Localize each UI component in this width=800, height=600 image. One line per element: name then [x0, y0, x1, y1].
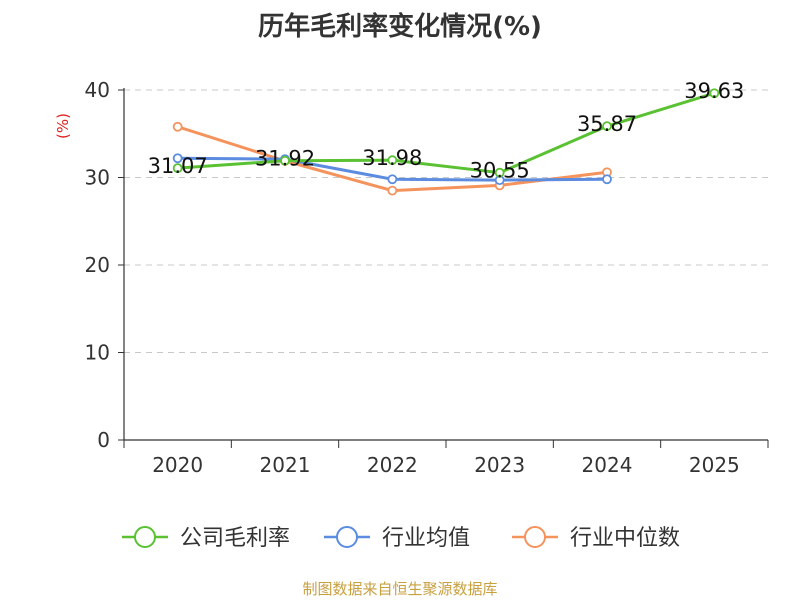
- data-label: 35.87: [577, 112, 637, 136]
- data-point: [387, 185, 398, 196]
- legend-marker: [134, 526, 156, 548]
- legend-marker: [336, 526, 358, 548]
- data-point: [602, 121, 612, 132]
- data-point: [172, 163, 183, 174]
- series-line: [177, 91, 715, 175]
- x-tick-label: 2022: [367, 453, 418, 477]
- y-axis-label: (%): [54, 113, 72, 139]
- legend-label: 公司毛利率: [180, 526, 290, 551]
- y-tick-label: 30: [85, 166, 110, 190]
- y-tick-label: 0: [97, 428, 110, 452]
- legend-label: 行业均值: [382, 526, 470, 551]
- data-point: [172, 153, 183, 164]
- data-label: 31.07: [148, 154, 208, 178]
- x-tick-label: 2024: [582, 453, 633, 477]
- y-tick-label: 40: [85, 78, 110, 102]
- x-tick-label: 2023: [474, 453, 525, 477]
- y-tick-label: 10: [85, 341, 110, 365]
- legend-label: 行业中位数: [570, 526, 680, 551]
- x-tick-label: 2021: [260, 453, 311, 477]
- data-label: 30.55: [470, 159, 530, 183]
- data-point: [602, 174, 612, 185]
- legend-marker: [524, 526, 546, 548]
- x-tick-label: 2020: [152, 453, 203, 477]
- data-point: [387, 155, 398, 166]
- data-label: 31.92: [255, 147, 315, 171]
- data-source-note: 制图数据来自恒生聚源数据库: [302, 580, 498, 598]
- data-point: [280, 155, 290, 166]
- data-label: 31.98: [362, 146, 422, 170]
- data-label: 39.63: [684, 79, 744, 103]
- x-tick-label: 2025: [689, 453, 740, 477]
- data-point: [387, 174, 398, 185]
- y-tick-label: 20: [85, 253, 110, 277]
- data-point: [494, 167, 505, 178]
- data-point: [172, 121, 183, 132]
- chart-title: 历年毛利率变化情况(%): [258, 12, 542, 42]
- data-point: [709, 88, 720, 99]
